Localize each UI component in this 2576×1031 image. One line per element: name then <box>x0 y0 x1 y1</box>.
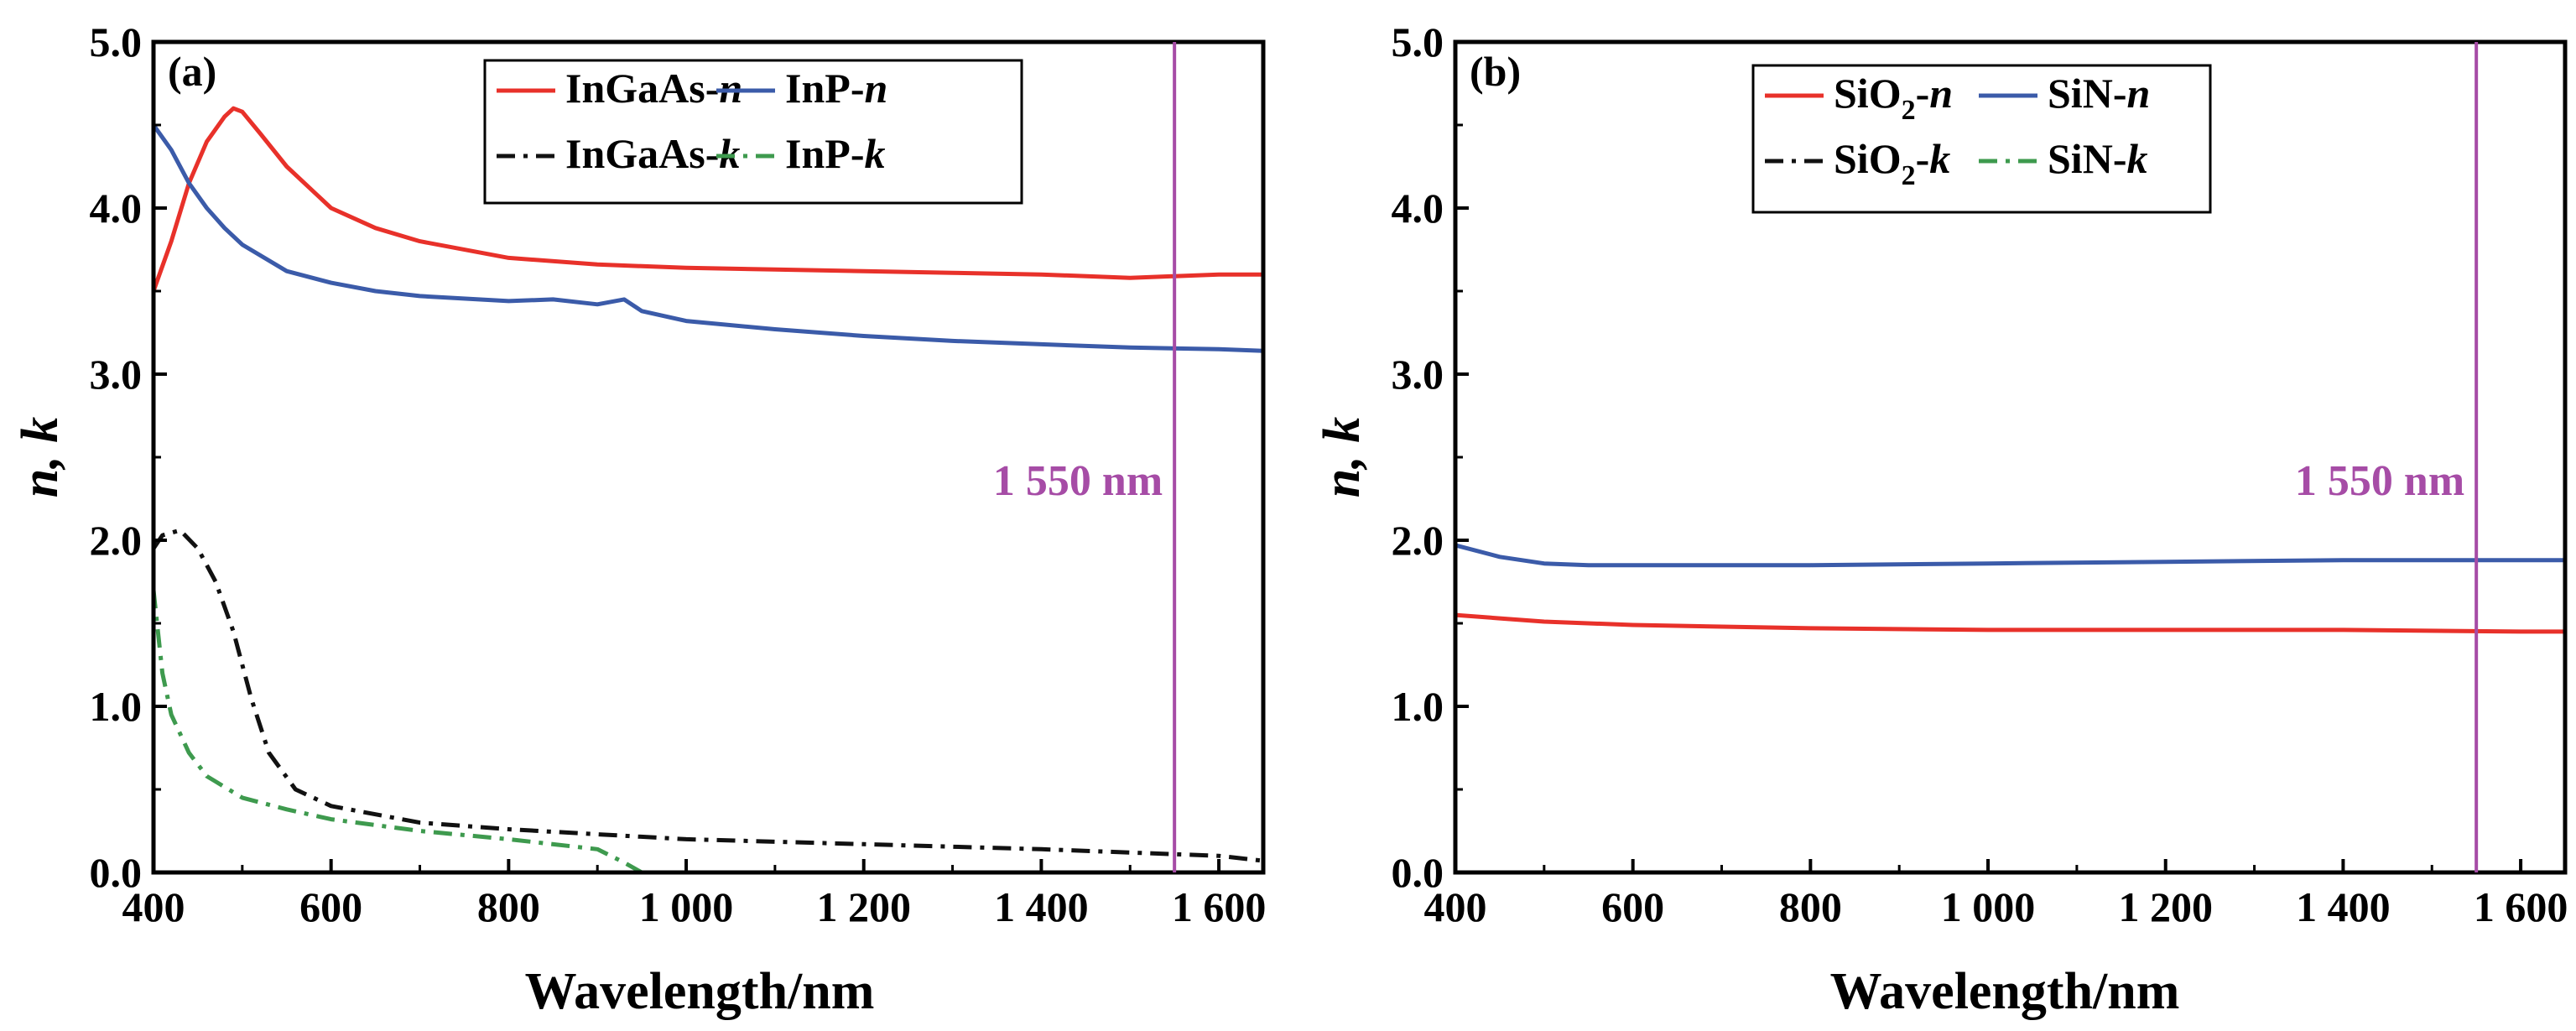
legend-entry-a-1: InGaAs-n <box>565 65 742 112</box>
x-tick-label: 1 000 <box>639 883 734 930</box>
x-axis-label-a: Wavelength/nm <box>525 963 875 1020</box>
legend-entry-a-3: InGaAs-k <box>565 130 740 177</box>
series-line-b-2 <box>1455 543 2565 568</box>
y-tick-label: 5.0 <box>1392 18 1444 65</box>
x-tick-label: 400 <box>122 883 185 930</box>
legend-a: InGaAs-n InP-n InGaAs-k InP-k <box>483 59 1023 205</box>
y-tick-label: 4.0 <box>1392 185 1444 232</box>
panel-label-a: (a) <box>168 48 216 95</box>
series-line-a-3 <box>151 528 1264 863</box>
y-tick-label: 1.0 <box>90 683 143 730</box>
series-line-a-4 <box>151 590 1263 875</box>
y-tick-label: 3.0 <box>90 351 143 398</box>
x-tick-label: 1 000 <box>1941 883 2036 930</box>
legend-b: SiO2-n SiN-n SiO2-k SiN-k <box>1751 64 2212 214</box>
series-line-b-1 <box>1455 612 2565 634</box>
x-tick-label: 1 600 <box>2474 883 2568 930</box>
legend-entry-a-2: InP-n <box>785 65 887 112</box>
annotation-layer-b: 1 550 nm <box>2295 42 2479 872</box>
x-tick-label: 1 400 <box>994 883 1089 930</box>
legend-box <box>1751 64 2212 214</box>
x-tick-label: 1 200 <box>816 883 911 930</box>
annotation-layer-a: 1 550 nm <box>993 42 1177 872</box>
y-axis-label-text: n, k <box>1314 417 1371 497</box>
legend-entry-b-2: SiN-n <box>2048 70 2150 117</box>
series-line-a-1 <box>151 106 1263 292</box>
y-tick-label: 0.0 <box>1392 849 1444 896</box>
panel-label-b: (b) <box>1470 48 1521 95</box>
y-tick-label: 5.0 <box>90 18 143 65</box>
x-tick-label: 1 600 <box>1172 883 1267 930</box>
legend-entry-b-4: SiN-k <box>2048 135 2147 182</box>
chart-panel-b: 400 600 800 1 000 1 200 1 400 1 600 0.0 1.0 2.0 3.… <box>1314 18 2568 1020</box>
y-tick-label: 1.0 <box>1392 683 1444 730</box>
marker-label: 1 550 nm <box>2295 457 2464 505</box>
x-tick-label: 800 <box>477 883 540 930</box>
y-tick-label: 2.0 <box>90 517 143 564</box>
x-axis-label-b: Wavelength/nm <box>1830 963 2180 1020</box>
x-tick-label: 800 <box>1779 883 1842 930</box>
x-tick-label: 1 200 <box>2118 883 2213 930</box>
legend-entry-a-4: InP-k <box>785 130 885 177</box>
marker-label: 1 550 nm <box>993 457 1163 505</box>
y-tick-label: 3.0 <box>1392 351 1444 398</box>
legend-entry-b-1: SiO2-n <box>1834 70 1953 126</box>
y-axis-label-b: n, k <box>1314 417 1371 497</box>
chart-panel-a: 400 600 800 1 000 1 200 1 400 1 600 0.0 1.0 2.0 3.… <box>12 18 1266 1020</box>
legend-box <box>483 59 1023 205</box>
ticks-layer-a: 400 600 800 1 000 1 200 1 400 1 600 0.0 1.0 2.0 3.… <box>90 18 1267 930</box>
x-tick-label: 1 400 <box>2296 883 2391 930</box>
x-tick-label: 400 <box>1424 883 1487 930</box>
legend-entry-b-3: SiO2-k <box>1834 135 1950 191</box>
y-axis-label-a: n, k <box>12 417 69 497</box>
y-tick-label: 4.0 <box>90 185 143 232</box>
series-layer-b <box>1455 543 2565 875</box>
y-tick-label: 0.0 <box>90 849 143 896</box>
x-tick-label: 600 <box>299 883 362 930</box>
series-line-a-2 <box>151 123 1264 353</box>
x-tick-label: 600 <box>1601 883 1664 930</box>
y-tick-label: 2.0 <box>1392 517 1444 564</box>
y-axis-label-text: n, k <box>12 417 69 497</box>
ticks-layer-b: 400 600 800 1 000 1 200 1 400 1 600 0.0 1.0 2.0 3.… <box>1392 18 2568 930</box>
